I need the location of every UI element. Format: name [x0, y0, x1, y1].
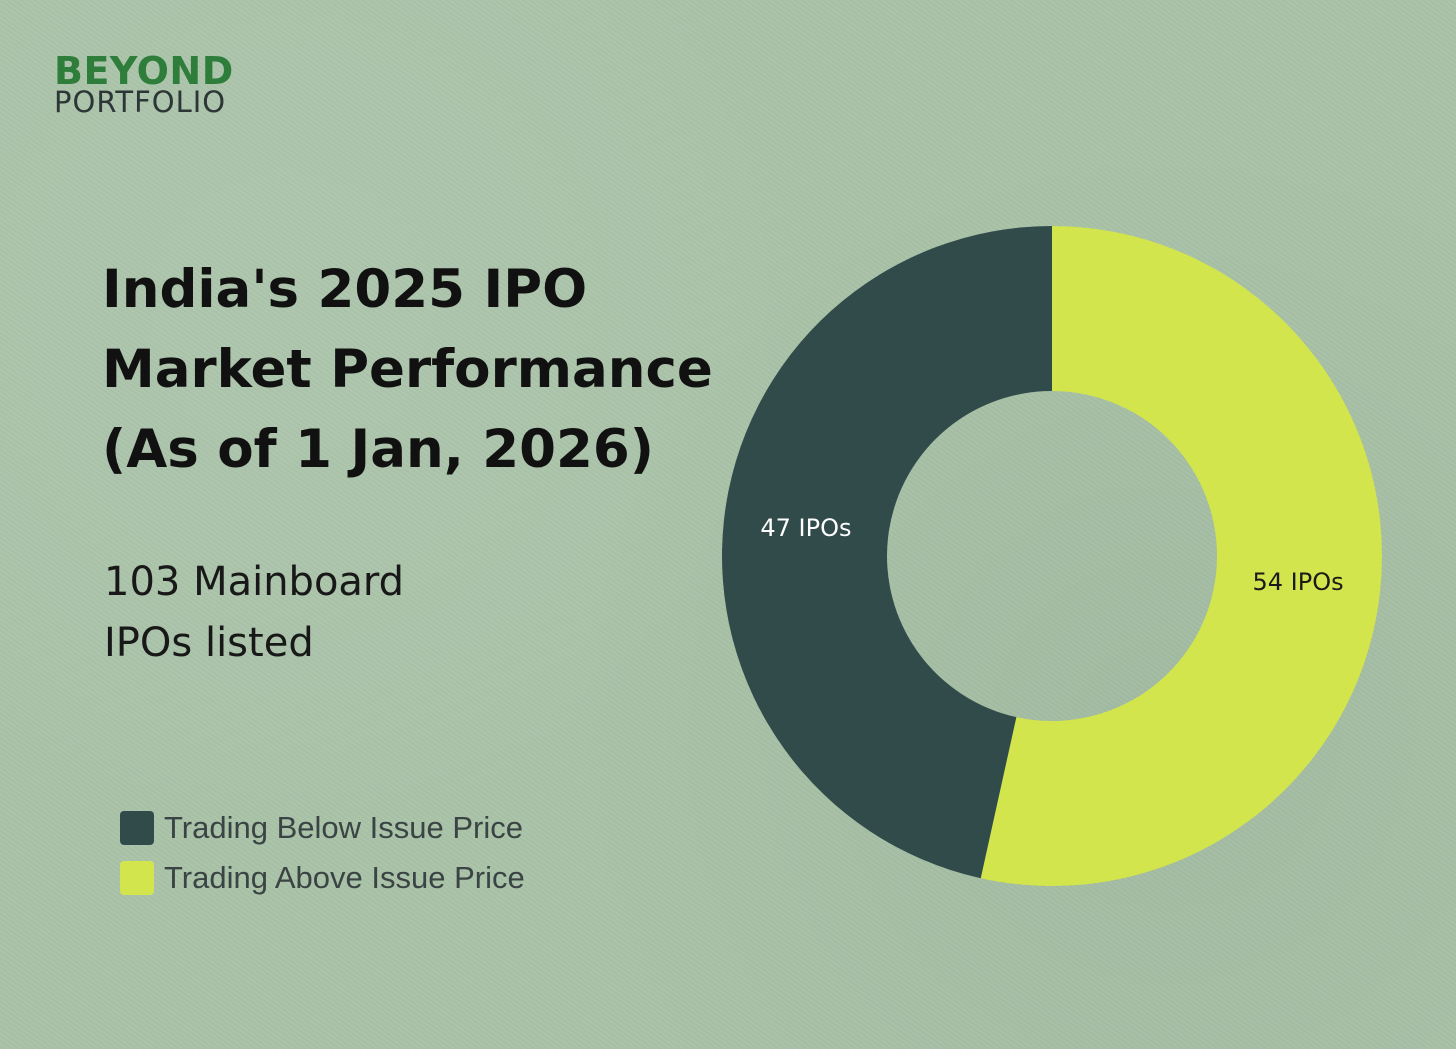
chart-subtitle: 103 Mainboard IPOs listed: [104, 552, 404, 674]
chart-legend: Trading Below Issue Price Trading Above …: [120, 803, 525, 903]
donut-slice-above: [980, 225, 1383, 887]
legend-swatch-above: [120, 861, 154, 895]
legend-label-above: Trading Above Issue Price: [164, 860, 525, 895]
legend-swatch-below: [120, 811, 154, 845]
donut-slice-below: [722, 226, 1052, 879]
data-label-below: 47 IPOs: [760, 514, 851, 542]
subtitle-line: 103 Mainboard: [104, 559, 405, 605]
chart-title: India's 2025 IPO Market Performance (As …: [102, 250, 802, 490]
subtitle-line: IPOs listed: [104, 620, 314, 666]
title-line: Market Performance: [102, 339, 713, 400]
brand-logo: BEYOND PORTFOLIO: [54, 52, 234, 117]
legend-label-below: Trading Below Issue Price: [164, 810, 523, 845]
brand-name-bottom: PORTFOLIO: [54, 85, 227, 119]
title-line: (As of 1 Jan, 2026): [102, 419, 655, 480]
data-label-above: 54 IPOs: [1252, 568, 1343, 596]
legend-item-above: Trading Above Issue Price: [120, 853, 525, 903]
title-line: India's 2025 IPO: [102, 259, 588, 320]
legend-item-below: Trading Below Issue Price: [120, 803, 525, 853]
brand-name-top: BEYOND: [54, 49, 234, 93]
